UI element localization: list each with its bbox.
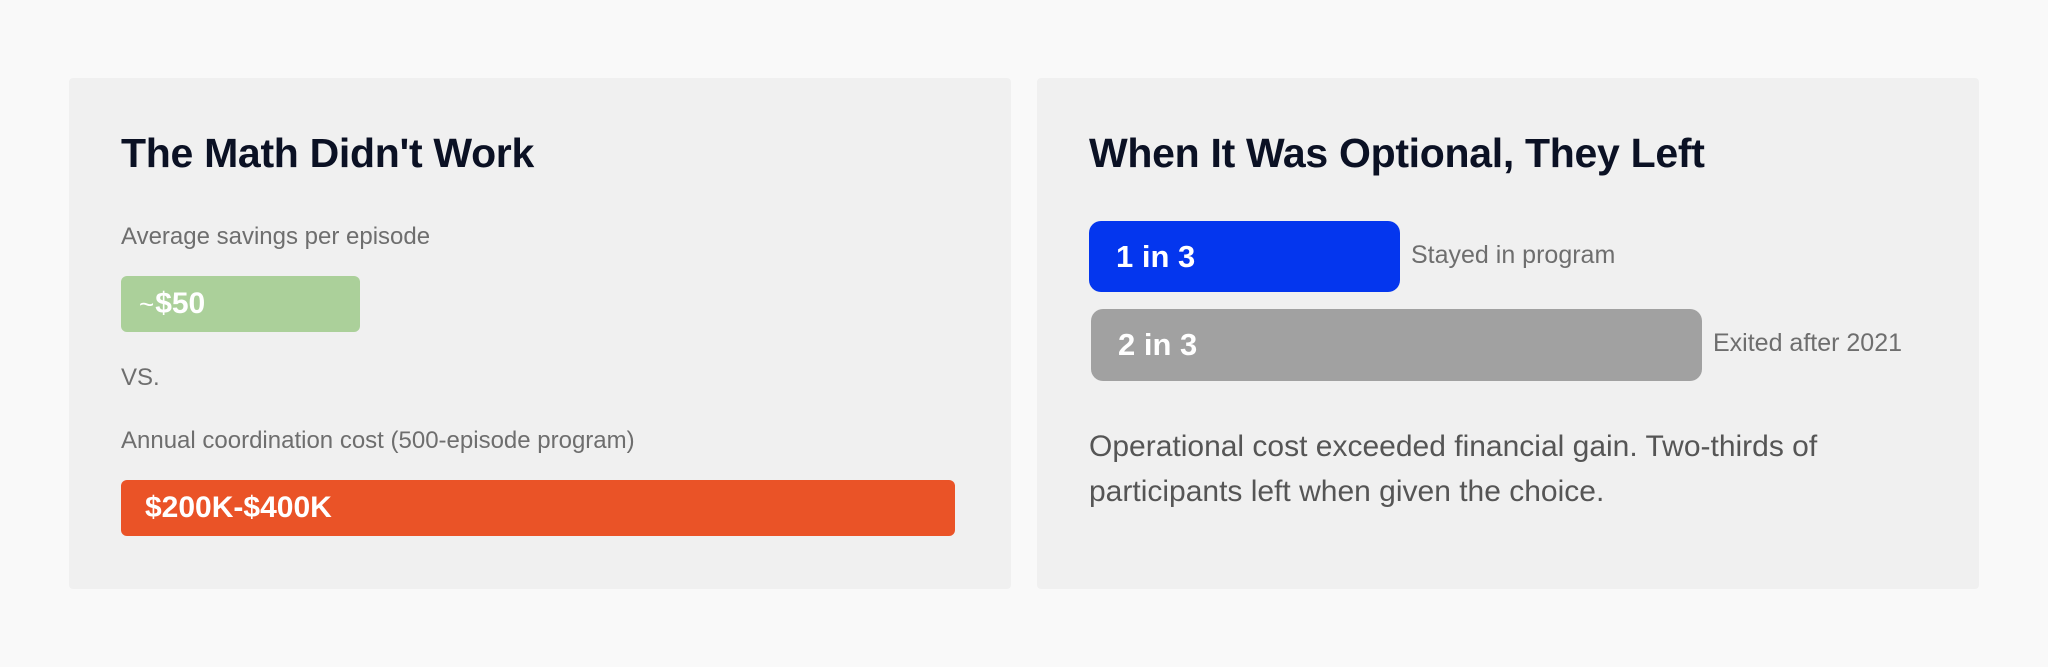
stayed-bar: 1 in 3 [1089, 221, 1400, 292]
optional-card-title: When It Was Optional, They Left [1089, 130, 1705, 176]
summary-text: Operational cost exceeded financial gain… [1089, 430, 1818, 508]
savings-approx-prefix: ~ [139, 288, 155, 319]
exited-caption: Exited after 2021 [1713, 329, 1903, 357]
exited-bar: 2 in 3 [1091, 309, 1702, 381]
math-card-title: The Math Didn't Work [121, 130, 534, 176]
versus-label: VS. [121, 364, 160, 391]
exited-value: 2 in 3 [1118, 327, 1198, 362]
savings-value: $50 [155, 287, 206, 320]
savings-bar: ~ $50 [121, 276, 360, 332]
optional-card: When It Was Optional, They Left 1 in 3 S… [1037, 78, 1979, 589]
savings-label: Average savings per episode [121, 223, 431, 250]
stayed-caption: Stayed in program [1411, 241, 1616, 269]
cost-value: $200K-$400K [145, 491, 332, 524]
math-card: The Math Didn't Work Average savings per… [69, 78, 1011, 589]
cost-label: Annual coordination cost (500-episode pr… [121, 427, 635, 454]
cost-bar: $200K-$400K [121, 480, 955, 536]
stayed-value: 1 in 3 [1116, 238, 1196, 274]
